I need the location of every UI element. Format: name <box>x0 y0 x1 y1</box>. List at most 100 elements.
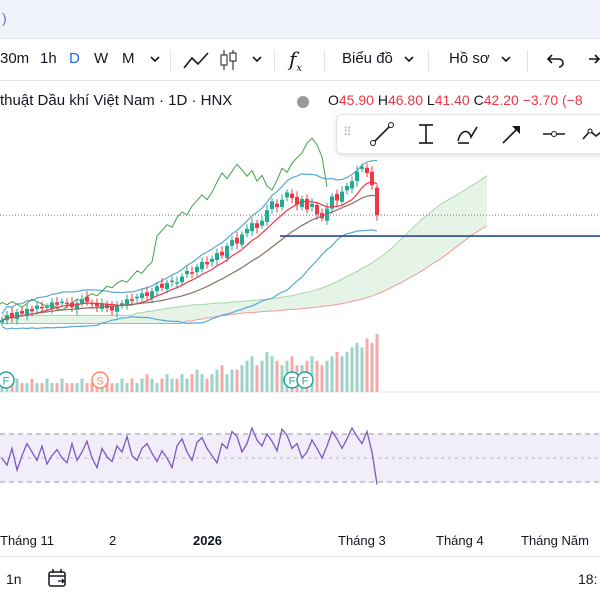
volume-bar <box>250 356 254 392</box>
symbol-legend: thuật Dầu khí Việt Nam · 1D · HNX <box>0 92 232 114</box>
candle <box>40 306 44 309</box>
volume-bar <box>200 374 204 392</box>
volume-bar <box>170 378 174 392</box>
lagging-span <box>0 137 328 312</box>
symbol-title: thuật Dầu khí Việt Nam · 1D · HNX <box>0 92 233 109</box>
bollinger-upper <box>1 159 378 315</box>
volume-bar <box>340 356 344 392</box>
interval-30m[interactable]: 30m <box>0 50 30 67</box>
volume-bar <box>310 356 314 392</box>
bollinger-lower <box>1 229 378 330</box>
volume-bar <box>245 360 249 392</box>
calendar-goto-icon[interactable] <box>46 567 68 592</box>
candle <box>310 203 314 207</box>
close-value: 42.20 <box>483 92 519 108</box>
candle <box>375 187 379 216</box>
candle <box>315 204 319 215</box>
volume-bar <box>60 378 64 392</box>
candle <box>85 296 89 302</box>
volume-bar <box>330 356 334 392</box>
volume-bar <box>210 374 214 392</box>
interval-d[interactable]: D <box>69 50 80 67</box>
volume-bar <box>85 383 89 392</box>
change-value: −3.70 (−8 <box>522 92 583 108</box>
candle <box>265 210 269 222</box>
interval-dropdown-icon[interactable] <box>148 52 162 70</box>
volume-bar <box>255 365 259 392</box>
candle <box>160 283 164 288</box>
volume-bar <box>370 342 374 392</box>
candle <box>45 306 49 308</box>
drag-handle-icon[interactable]: ⠿ <box>343 125 353 139</box>
candle <box>235 237 239 244</box>
volume-bar <box>55 383 59 392</box>
interval-1h[interactable]: 1h <box>40 50 57 67</box>
candle-chart-icon[interactable] <box>218 48 240 76</box>
time-axis-label: Tháng Năm <box>521 533 589 548</box>
horizontal-ray-tool-icon[interactable] <box>541 121 567 147</box>
volume-bar <box>125 383 129 392</box>
candle <box>250 223 254 232</box>
event-circle <box>296 371 314 389</box>
candle <box>350 181 354 189</box>
candle <box>30 308 34 312</box>
ichimoku-cloud <box>2 175 487 324</box>
pattern-brush-tool-icon[interactable] <box>455 121 481 147</box>
chart-type-dropdown-icon[interactable] <box>250 52 264 70</box>
volume-bar <box>160 378 164 392</box>
volume-bar <box>180 374 184 392</box>
time-axis-label: 2026 <box>193 533 222 548</box>
event-marker[interactable]: S <box>91 371 109 389</box>
path-tool-icon[interactable] <box>581 121 600 147</box>
indicators-fx-icon[interactable]: fx <box>289 47 303 74</box>
event-circle <box>0 371 15 389</box>
candle <box>275 203 279 207</box>
volume-bar <box>90 383 94 392</box>
cloud-span-b <box>2 225 488 324</box>
event-marker[interactable]: F <box>0 371 15 389</box>
line-chart-icon[interactable] <box>182 50 210 76</box>
interval-w[interactable]: W <box>94 50 109 67</box>
candle <box>300 198 304 207</box>
candle <box>345 185 349 191</box>
profile-dropdown-icon[interactable] <box>499 52 513 70</box>
redo-icon[interactable] <box>585 51 600 73</box>
volume-bar <box>270 356 274 392</box>
candle <box>115 306 119 312</box>
chart-menu-dropdown-icon[interactable] <box>402 52 416 70</box>
arrow-line-tool-icon[interactable] <box>499 121 525 147</box>
candle <box>140 293 144 298</box>
undo-icon[interactable] <box>546 51 566 73</box>
candle <box>305 198 309 210</box>
candle <box>360 166 364 169</box>
chart-menu-button[interactable]: Biểu đồ <box>342 50 393 67</box>
candle <box>110 305 114 311</box>
high-value: 46.80 <box>387 92 423 108</box>
candle <box>365 167 369 174</box>
candle <box>335 194 339 201</box>
candle <box>125 299 129 306</box>
vertical-measure-tool-icon[interactable] <box>413 121 439 147</box>
profile-menu-label: Hồ sơ <box>449 50 490 67</box>
interval-m[interactable]: M <box>122 50 135 67</box>
volume-bar <box>345 351 349 392</box>
volume-bar <box>275 360 279 392</box>
volume-bar <box>215 369 219 392</box>
high-key: H <box>377 92 388 108</box>
volume-bar <box>30 378 34 392</box>
candle <box>355 171 359 182</box>
range-button[interactable]: 1n <box>6 571 22 587</box>
volume-bar <box>225 374 229 392</box>
low-key: L <box>426 92 435 108</box>
profile-menu-button[interactable]: Hồ sơ <box>449 50 490 67</box>
trend-line-tool-icon[interactable] <box>369 121 395 147</box>
candle <box>240 234 244 245</box>
candle <box>165 283 169 290</box>
candle <box>200 261 204 270</box>
candle <box>190 272 194 274</box>
volume-bar <box>145 374 149 392</box>
event-marker[interactable]: F <box>296 371 314 389</box>
candle <box>35 305 39 309</box>
candle <box>195 266 199 273</box>
